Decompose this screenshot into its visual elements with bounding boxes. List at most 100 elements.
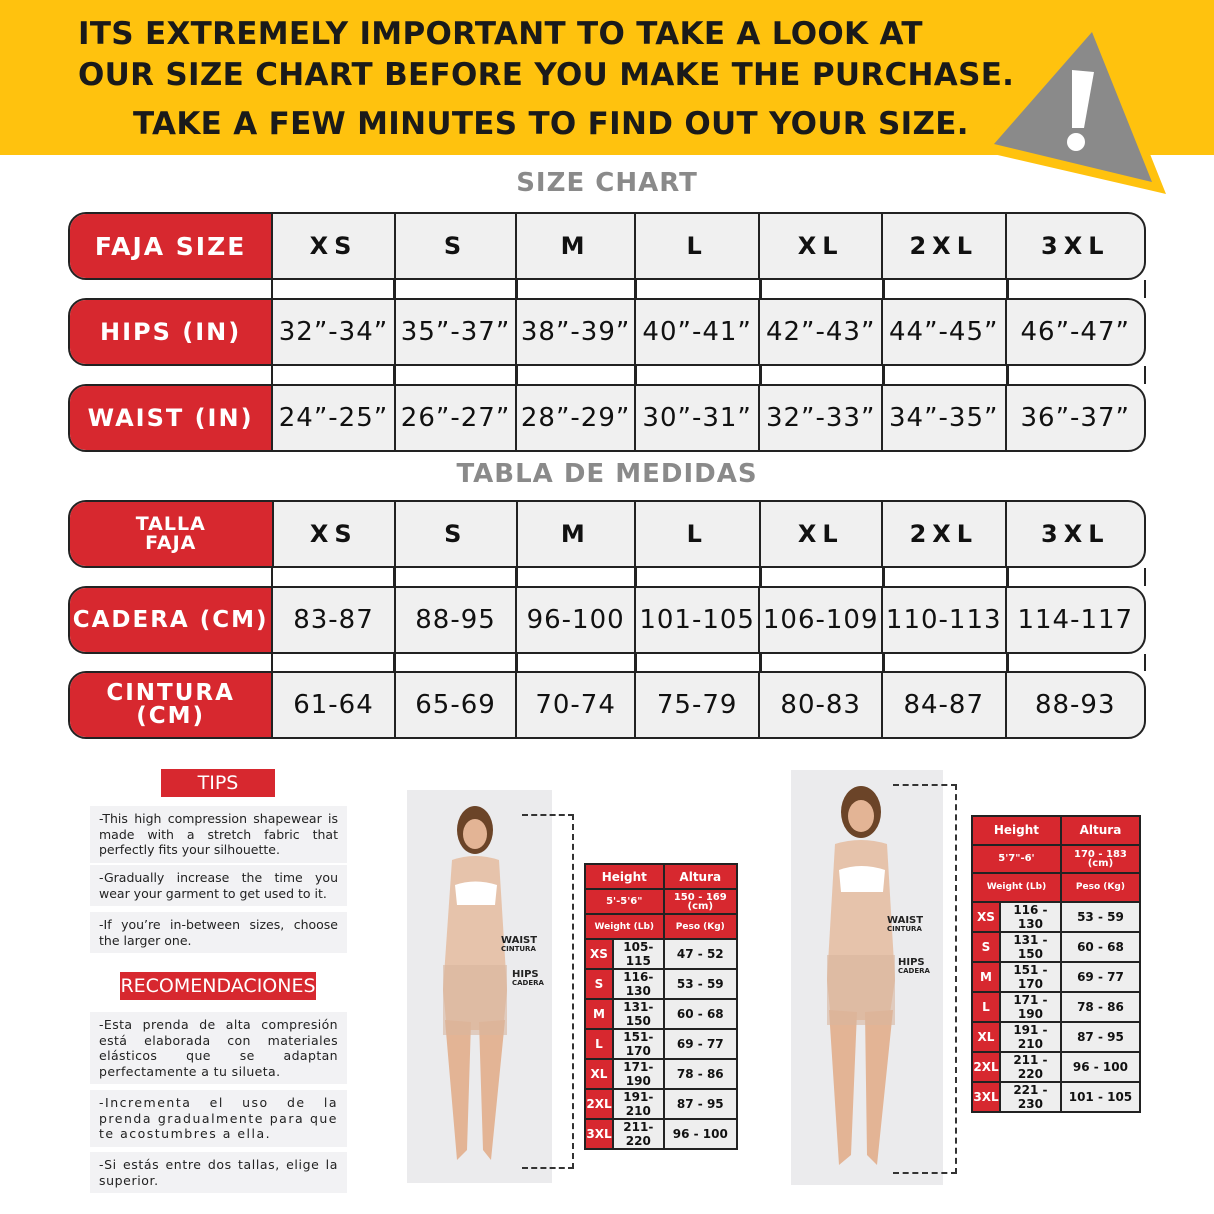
peso-header: Peso (Kg) — [1059, 872, 1142, 903]
weight-cell: 211 - 220 — [999, 1050, 1062, 1083]
cell: 2XL — [883, 502, 1007, 566]
model-figure-icon — [827, 786, 895, 1165]
size-table-short: Height Altura 5'-5'6" 150 - 169 (cm) Weigh… — [584, 863, 739, 1150]
tip-item: -If you’re in-between sizes, choose the … — [90, 912, 347, 953]
size_chart-row: HIPS (IN) 32”-34” 35”-37” 38”-39” 40”-41” 42”… — [68, 298, 1146, 366]
tabla-row: CADERA (CM) 83-87 88-95 96-100 101-105 106-10… — [68, 586, 1146, 654]
size-cell: S — [971, 930, 1001, 963]
row-connector — [394, 568, 517, 586]
cell: 88-95 — [396, 588, 518, 652]
altura-header: Altura — [662, 863, 739, 890]
weight-cell: 171-190 — [612, 1058, 665, 1090]
size-row: L 171 - 190 78 - 86 — [971, 990, 1142, 1023]
cell: 35”-37” — [396, 300, 518, 364]
waist-label: WAIST CINTURA — [887, 915, 924, 934]
cell: 61-64 — [273, 673, 396, 737]
row-connector — [271, 366, 395, 384]
size-cell: XL — [584, 1058, 614, 1090]
weight-cell: 116-130 — [612, 968, 665, 1000]
cell: 3XL — [1041, 232, 1110, 260]
cell: 75-79 — [636, 673, 761, 737]
peso-cell: 78 - 86 — [1059, 990, 1142, 1023]
cell: 84-87 — [883, 673, 1007, 737]
size-row: L 151-170 69 - 77 — [584, 1028, 739, 1060]
size_chart-row: WAIST (IN) 24”-25” 26”-27” 28”-29” 30”-31” 32… — [68, 384, 1146, 452]
cell: 65-69 — [396, 673, 518, 737]
size-row: 2XL 191-210 87 - 95 — [584, 1088, 739, 1120]
banner-line-3: TAKE A FEW MINUTES TO FIND OUT YOUR SIZE… — [133, 106, 969, 142]
height-header: Height — [584, 863, 665, 890]
row-connector — [760, 366, 884, 384]
row-connector — [760, 654, 884, 671]
size-row: M 131-150 60 - 68 — [584, 998, 739, 1030]
row-connector — [883, 280, 1008, 298]
row-connector — [635, 280, 761, 298]
cell: 44”-45” — [883, 300, 1007, 364]
size-row: S 131 - 150 60 - 68 — [971, 930, 1142, 963]
cell: 24”-25” — [273, 386, 396, 450]
peso-cell: 53 - 59 — [1059, 900, 1142, 933]
weight-cell: 105-115 — [612, 938, 665, 970]
cell: M — [518, 502, 637, 566]
cell: 70-74 — [517, 673, 636, 737]
weight-cell: 221 - 230 — [999, 1080, 1062, 1113]
peso-cell: 101 - 105 — [1059, 1080, 1142, 1113]
weight-cell: 151 - 170 — [999, 960, 1062, 993]
row-connector — [394, 280, 517, 298]
tabla-row: CINTURA (CM) 61-64 65-69 70-74 75-79 80-83 84-… — [68, 671, 1146, 739]
banner-line-1: ITS EXTREMELY IMPORTANT TO TAKE A LOOK A… — [78, 16, 923, 52]
waist-label: WAIST CINTURA — [501, 935, 538, 954]
height-header: Height — [971, 815, 1062, 846]
size-row: XS 116 - 130 53 - 59 — [971, 900, 1142, 933]
size-cell: XS — [971, 900, 1001, 933]
tabla-row: TALLA FAJA XS S M L XL 2XL 3XL — [68, 500, 1146, 568]
measure-guide — [522, 814, 574, 1169]
row-connector — [883, 654, 1008, 671]
peso-cell: 47 - 52 — [662, 938, 739, 970]
size-row: S 116-130 53 - 59 — [584, 968, 739, 1000]
weight-cell: 191-210 — [612, 1088, 665, 1120]
peso-cell: 78 - 86 — [662, 1058, 739, 1090]
row-connector — [271, 568, 395, 586]
cell: 42”-43” — [760, 300, 883, 364]
size-cell: M — [971, 960, 1001, 993]
row-label: HIPS (IN) — [70, 300, 274, 364]
size-cell: S — [584, 968, 614, 1000]
row-connector — [394, 654, 517, 671]
size-row: 3XL 211-220 96 - 100 — [584, 1118, 739, 1150]
cell: XS — [274, 502, 397, 566]
height-range: 5'-5'6" — [584, 888, 665, 915]
cell: 88-93 — [1034, 690, 1116, 720]
size-row: XL 191 - 210 87 - 95 — [971, 1020, 1142, 1053]
cell: 30”-31” — [636, 386, 761, 450]
tip-item: -Gradually increase the time you wear yo… — [90, 865, 347, 906]
row-connector — [516, 654, 636, 671]
row-connector — [760, 568, 884, 586]
recomendacion-item: -Incrementa el uso de la prenda gradualm… — [90, 1090, 347, 1147]
cell: 40”-41” — [636, 300, 761, 364]
row-connector — [516, 366, 636, 384]
cell: 38”-39” — [517, 300, 636, 364]
peso-cell: 53 - 59 — [662, 968, 739, 1000]
weight-cell: 116 - 130 — [999, 900, 1062, 933]
row-connector — [1007, 568, 1146, 586]
cell: 26”-27” — [396, 386, 518, 450]
weight-cell: 191 - 210 — [999, 1020, 1062, 1053]
cell: 36”-37” — [1020, 403, 1130, 433]
row-connector — [1007, 654, 1146, 671]
recomendacion-item: -Esta prenda de alta compresión está ela… — [90, 1012, 347, 1084]
cell: 96-100 — [517, 588, 636, 652]
altura-header: Altura — [1059, 815, 1142, 846]
row-connector — [271, 654, 395, 671]
row-connector — [883, 568, 1008, 586]
altura-range: 150 - 169 (cm) — [662, 888, 739, 915]
tabla-title: TABLA DE MEDIDAS — [456, 459, 758, 489]
cell: 46”-47” — [1020, 317, 1130, 347]
row-connector — [394, 366, 517, 384]
cell: XS — [273, 214, 396, 278]
weight-header: Weight (Lb) — [584, 913, 665, 940]
peso-cell: 87 - 95 — [1059, 1020, 1142, 1053]
measure-guide — [893, 784, 957, 1174]
cell: XL — [761, 502, 884, 566]
size-cell: M — [584, 998, 614, 1030]
